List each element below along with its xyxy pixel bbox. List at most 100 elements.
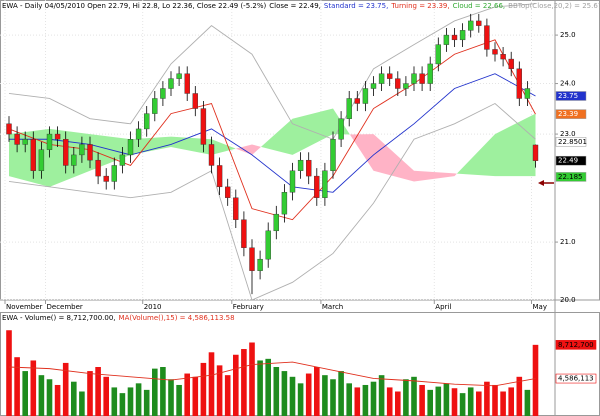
volume-bar — [322, 375, 328, 416]
legend-entry: Cloud = 22.66, — [453, 2, 506, 10]
x-tick-label: February — [233, 303, 264, 311]
volume-bar — [168, 379, 174, 416]
candle-body — [508, 58, 514, 70]
legend-entry: EWA - Volume() = 8,712,700.00, — [2, 314, 116, 322]
volume-bar — [14, 357, 20, 416]
cloud — [211, 139, 236, 155]
candle-body — [427, 63, 433, 84]
cloud — [373, 134, 414, 182]
x-tick-label: March — [322, 303, 343, 311]
y-tick-label: 24.0 — [560, 80, 576, 88]
volume-bar — [257, 360, 263, 416]
candle-body — [208, 144, 215, 166]
candle-body — [451, 34, 458, 41]
candle-body — [289, 170, 296, 193]
value-box-label: 23.39 — [558, 110, 578, 118]
legend-entry: Standard = 23.75, — [324, 2, 388, 10]
candle-body — [176, 73, 182, 79]
volume-bar — [143, 389, 150, 416]
candle-body — [216, 165, 223, 188]
volume-bar — [411, 376, 417, 416]
candle-body — [403, 83, 409, 89]
legend-entry: Close = 22.49, — [269, 2, 321, 10]
volume-bar — [435, 386, 442, 416]
volume-bar — [508, 387, 514, 416]
candle-body — [111, 165, 118, 182]
candle-body — [330, 139, 336, 171]
value-box-label: 23.75 — [558, 92, 578, 100]
x-tick-label: 2010 — [144, 303, 162, 311]
volume-bar — [297, 383, 304, 416]
candle-body — [71, 154, 77, 166]
candle-body — [435, 44, 441, 65]
volume-bar — [103, 376, 109, 416]
candle-body — [306, 159, 312, 177]
value-box-label: 22.49 — [558, 157, 578, 165]
candle-body — [411, 73, 417, 84]
overlay: 20.0 21.0 23.0 24.0 25.0 November December 2010… — [2, 2, 600, 384]
legend-entry: Turning = 23.39, — [390, 2, 449, 10]
volume-bar — [305, 373, 312, 416]
candle-body — [152, 98, 158, 114]
value-box-label: 4,586,113 — [558, 375, 594, 383]
volume-bar — [87, 371, 93, 416]
x-tick-label: May — [533, 303, 547, 311]
candle-body — [14, 133, 20, 145]
volume-bar — [289, 376, 296, 416]
candle-body — [54, 133, 61, 140]
x-tick-label: April — [435, 303, 451, 311]
cloud — [495, 113, 536, 177]
volume-bar — [378, 375, 385, 416]
y-tick-label: 20.0 — [560, 296, 576, 304]
volume-bar — [216, 365, 223, 416]
volume-plot — [6, 330, 539, 416]
value-box — [555, 373, 597, 384]
value-box — [555, 91, 587, 101]
volume-bar — [79, 391, 85, 416]
volume-bar — [459, 393, 466, 416]
price-plot — [0, 0, 555, 300]
volume-bar — [119, 393, 126, 416]
volume-bar — [135, 383, 142, 416]
volume-bar — [314, 367, 320, 416]
candle-body — [362, 88, 369, 104]
legend-entry: MA(Volume(),15) = 4,586,113.58 — [119, 314, 235, 322]
indicator-line — [8, 102, 536, 300]
cloud — [414, 170, 455, 182]
volume-bar — [46, 379, 53, 416]
volume-bar — [273, 367, 280, 416]
cloud — [456, 134, 495, 177]
volume-bar — [330, 379, 336, 416]
value-box — [555, 155, 587, 166]
volume-bar — [346, 383, 352, 416]
volume-bar — [395, 391, 401, 416]
candle-body — [249, 247, 255, 271]
volume-bar — [532, 344, 539, 416]
candle-body — [22, 139, 28, 145]
y-tick-label: 23.0 — [560, 130, 576, 138]
chart-title: EWA - Daily 04/05/2010 Open 22.79, Hi 22… — [2, 2, 266, 10]
volume-bar — [54, 384, 61, 416]
cloud — [252, 144, 261, 155]
indicator-line — [9, 73, 536, 193]
candle-body — [192, 93, 199, 109]
candle-body — [297, 159, 304, 171]
volume-bar — [208, 352, 215, 416]
volume-bar — [111, 387, 118, 416]
cloud — [261, 118, 293, 155]
candle-body — [524, 88, 531, 99]
volume-bar — [6, 330, 12, 416]
value-box — [555, 172, 587, 182]
volume-bar — [160, 367, 166, 416]
candle-body — [30, 139, 36, 171]
volume-bar — [524, 389, 531, 416]
legend-entry: BBTop(Close,20,2) = 25.67, — [508, 2, 600, 10]
indicator-line — [8, 3, 536, 140]
candle-body — [443, 34, 450, 45]
indicator-line — [8, 39, 536, 221]
candle-body — [338, 118, 344, 140]
volume-bar — [467, 387, 474, 416]
candle-body — [38, 149, 45, 171]
volume-bar — [500, 391, 506, 416]
volume-bar — [265, 358, 271, 416]
